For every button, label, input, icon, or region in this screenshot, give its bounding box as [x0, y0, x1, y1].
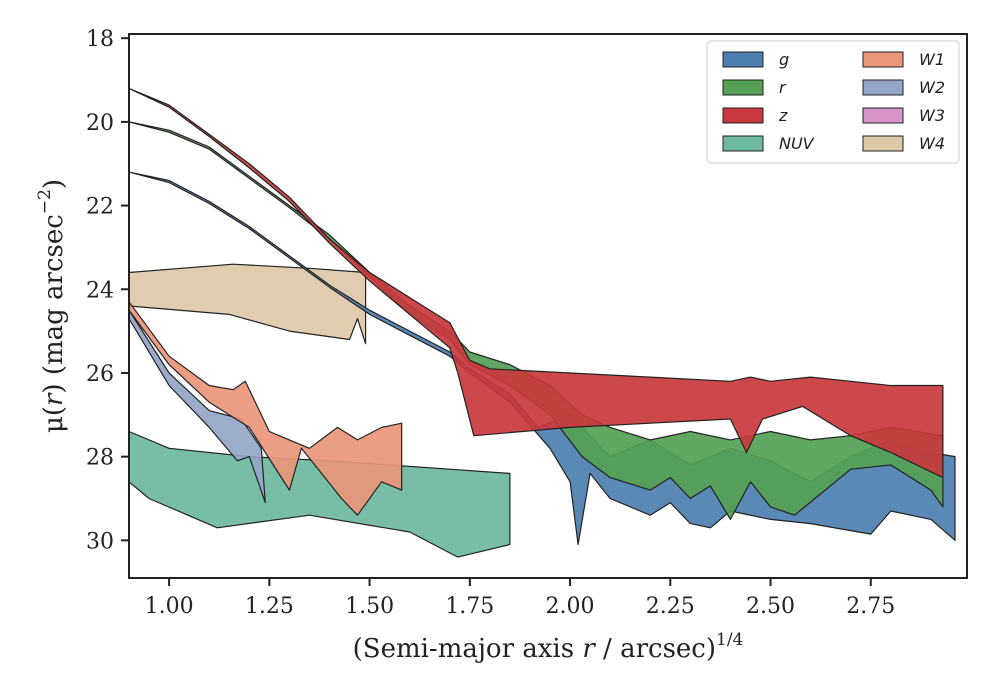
- y-tick-label: 30: [86, 529, 114, 554]
- x-tick-label: 2.00: [546, 594, 595, 619]
- legend-swatch-z: [722, 107, 764, 124]
- legend-label-z: z: [778, 106, 788, 125]
- x-axis-label: (Semi-major axis r / arcsec)1/4: [353, 630, 744, 664]
- legend-label-w3: W3: [919, 106, 945, 125]
- legend-swatch-g: [722, 51, 764, 68]
- band-w2: [128, 309, 266, 504]
- legend-box: [706, 40, 960, 164]
- band-z: [128, 87, 944, 479]
- band-w1: [128, 301, 403, 516]
- x-tick-label: 1.75: [445, 594, 494, 619]
- band-layer: [128, 87, 956, 558]
- x-axis: 1.00 1.25 1.50 1.75 2.00 2.25 2.50 2.75: [145, 578, 895, 619]
- y-axis-label: μ(r) (mag arcsec−2): [35, 179, 69, 433]
- x-tick-label: 2.75: [846, 594, 895, 619]
- legend-label-w2: W2: [919, 78, 945, 97]
- y-tick-label: 22: [86, 195, 114, 220]
- y-tick-label: 20: [86, 111, 114, 136]
- legend-swatch-w1: [862, 51, 904, 68]
- legend-label-nuv: NUV: [779, 134, 815, 153]
- legend: grz NUV W1 W2 W3 W4: [706, 40, 960, 164]
- y-tick-label: 18: [86, 27, 114, 52]
- legend-label-g: g: [779, 50, 789, 69]
- legend-label-w1: W1: [919, 50, 945, 69]
- band-nuv: [128, 430, 511, 558]
- y-tick-label: 28: [86, 446, 114, 471]
- x-tick-label: 2.50: [746, 594, 795, 619]
- legend-label-w4: W4: [919, 134, 945, 153]
- legend-swatch-w2: [862, 79, 904, 96]
- y-tick-label: 26: [86, 362, 114, 387]
- legend-swatch-r: [722, 79, 764, 96]
- legend-swatch-w4: [862, 135, 904, 152]
- y-axis: 18 20 22 24 26 28 30: [86, 27, 129, 554]
- legend-swatch-w3: [862, 107, 904, 124]
- legend-label-r: r: [779, 78, 787, 97]
- x-tick-label: 1.00: [145, 594, 194, 619]
- x-tick-label: 2.25: [646, 594, 695, 619]
- legend-swatch-nuv: [722, 135, 764, 152]
- y-tick-label: 24: [86, 278, 114, 303]
- plot-frame: [128, 33, 968, 579]
- band-w4: [128, 263, 367, 345]
- x-tick-label: 1.25: [245, 594, 294, 619]
- x-tick-label: 1.50: [345, 594, 394, 619]
